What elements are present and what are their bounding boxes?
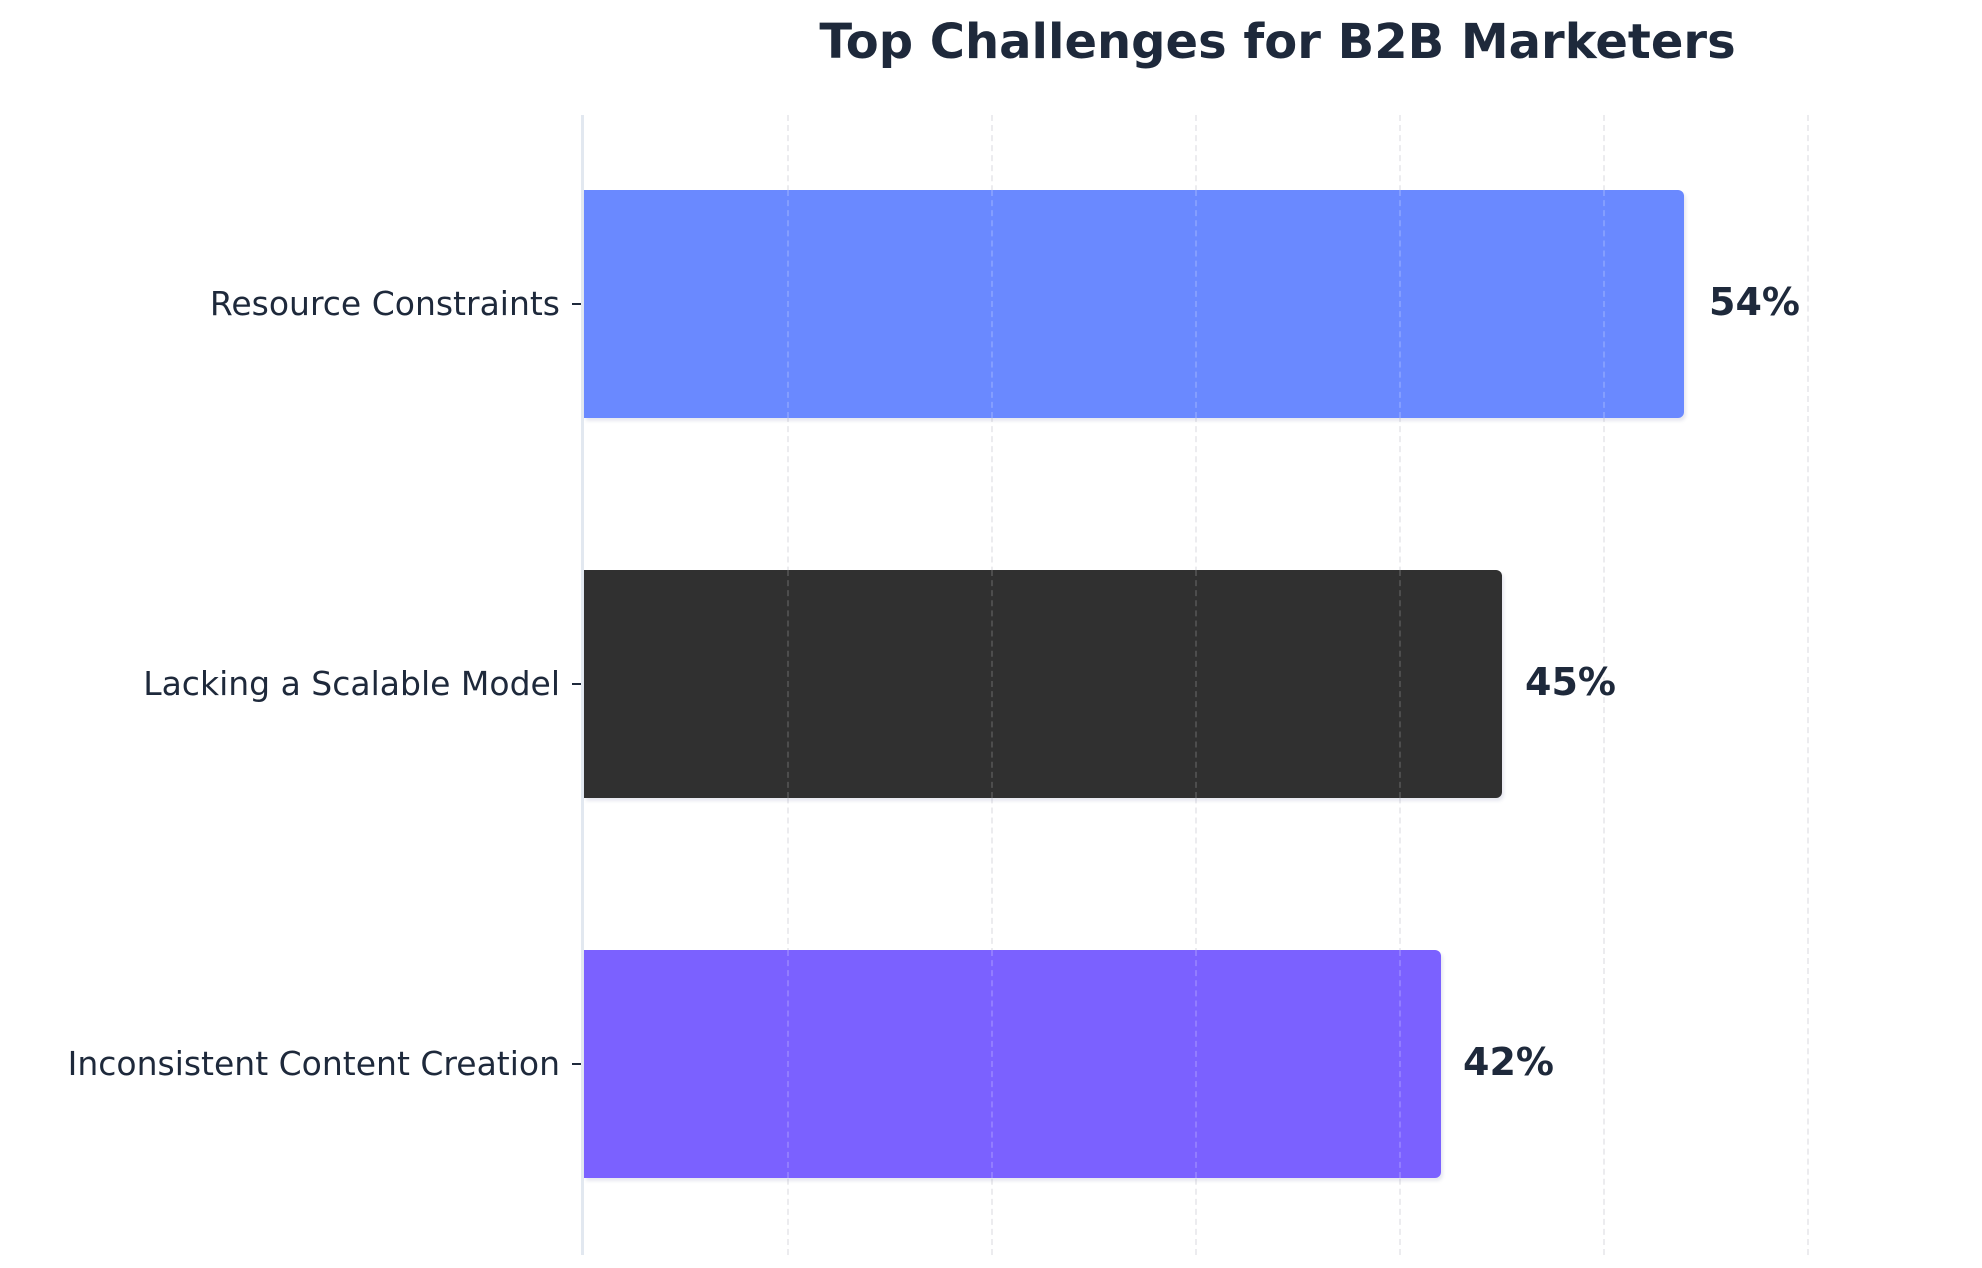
y-tick (572, 1063, 581, 1065)
gridline-60 (1807, 115, 1809, 1255)
category-label: Inconsistent Content Creation (67, 1044, 560, 1083)
bar-inconsistent-content-creation (584, 950, 1441, 1178)
y-axis-line (581, 115, 584, 1255)
value-label: 54% (1709, 280, 1800, 324)
y-tick (572, 683, 581, 685)
bar-resource-constraints (584, 190, 1684, 418)
y-tick (572, 303, 581, 305)
bar-lacking-scalable-model (584, 570, 1502, 798)
value-label: 45% (1525, 660, 1616, 704)
category-label: Resource Constraints (209, 284, 560, 323)
category-label: Lacking a Scalable Model (143, 664, 560, 703)
value-label: 42% (1463, 1040, 1554, 1084)
gridline-50 (1603, 115, 1605, 1255)
chart-title: Top Challenges for B2B Marketers (819, 14, 1736, 70)
